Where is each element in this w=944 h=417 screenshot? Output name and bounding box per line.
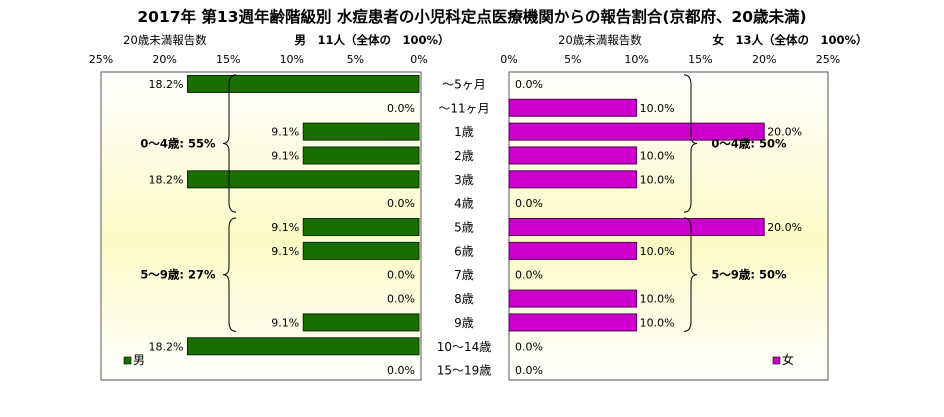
male-axis-tick-label: 5% bbox=[347, 53, 364, 66]
male-axis-tick-label: 20% bbox=[152, 53, 176, 66]
male-group-brace bbox=[222, 74, 237, 213]
category-label: ～11ヶ月 bbox=[438, 101, 489, 115]
female-bar bbox=[508, 146, 638, 165]
male-value-label: 9.1% bbox=[271, 126, 299, 139]
female-value-label: 10.0% bbox=[640, 173, 675, 186]
category-label: 1歳 bbox=[454, 125, 474, 139]
male-group-brace bbox=[222, 217, 237, 332]
female-value-label: 0.0% bbox=[515, 364, 543, 377]
male-bar bbox=[186, 74, 420, 93]
female-value-label: 0.0% bbox=[515, 197, 543, 210]
female-bar bbox=[508, 241, 638, 260]
male-count-header: 20歳未満報告数 bbox=[123, 33, 207, 47]
male-header: 男 11人（全体の 100%） bbox=[294, 33, 449, 47]
male-value-label: 9.1% bbox=[271, 316, 299, 329]
female-axis-tick-label: 20% bbox=[752, 53, 776, 66]
male-value-label: 18.2% bbox=[149, 78, 184, 91]
male-bar bbox=[302, 146, 420, 165]
category-label: 10～14歳 bbox=[437, 340, 492, 354]
female-bar bbox=[508, 218, 765, 237]
female-bar bbox=[508, 122, 765, 141]
female-value-label: 0.0% bbox=[515, 78, 543, 91]
male-value-label: 0.0% bbox=[387, 102, 415, 115]
male-bar bbox=[186, 337, 420, 356]
female-bar bbox=[508, 170, 638, 189]
female-bar bbox=[508, 289, 638, 308]
category-label: ～5ヶ月 bbox=[442, 77, 486, 91]
female-header: 女 13人（全体の 100%） bbox=[712, 33, 867, 47]
female-value-label: 10.0% bbox=[640, 316, 675, 329]
male-axis-tick-label: 15% bbox=[216, 53, 240, 66]
female-axis-tick-label: 15% bbox=[688, 53, 712, 66]
male-axis-tick-label: 10% bbox=[280, 53, 304, 66]
male-value-label: 18.2% bbox=[149, 173, 184, 186]
male-bar bbox=[186, 170, 420, 189]
category-label: 7歳 bbox=[454, 268, 474, 282]
male-bar bbox=[302, 218, 420, 237]
category-label: 4歳 bbox=[454, 197, 474, 211]
male-bar bbox=[302, 122, 420, 141]
female-legend-swatch bbox=[772, 356, 781, 365]
male-value-label: 9.1% bbox=[271, 245, 299, 258]
male-axis-tick-label: 25% bbox=[89, 53, 113, 66]
male-value-label: 0.0% bbox=[387, 269, 415, 282]
male-value-label: 18.2% bbox=[149, 340, 184, 353]
male-value-label: 9.1% bbox=[271, 221, 299, 234]
female-axis-tick-label: 5% bbox=[564, 53, 581, 66]
female-value-label: 0.0% bbox=[515, 340, 543, 353]
male-value-label: 0.0% bbox=[387, 364, 415, 377]
female-value-label: 10.0% bbox=[640, 149, 675, 162]
female-legend-label: 女 bbox=[782, 352, 794, 367]
female-bar bbox=[508, 98, 638, 117]
category-label: 5歳 bbox=[454, 221, 474, 235]
female-group-label: 5～9歳: 50% bbox=[711, 268, 787, 282]
female-axis-tick-label: 25% bbox=[816, 53, 840, 66]
male-bar bbox=[302, 313, 420, 332]
male-value-label: 0.0% bbox=[387, 293, 415, 306]
male-value-label: 0.0% bbox=[387, 197, 415, 210]
male-group-label: 5～9歳: 27% bbox=[140, 268, 216, 282]
female-value-label: 0.0% bbox=[515, 269, 543, 282]
female-value-label: 10.0% bbox=[640, 293, 675, 306]
female-bar bbox=[508, 313, 638, 332]
female-axis-tick-label: 10% bbox=[624, 53, 648, 66]
male-value-label: 9.1% bbox=[271, 149, 299, 162]
male-legend-swatch bbox=[123, 356, 132, 365]
male-axis-tick-label: 0% bbox=[410, 53, 427, 66]
female-value-label: 20.0% bbox=[767, 126, 802, 139]
female-value-label: 10.0% bbox=[640, 245, 675, 258]
female-value-label: 10.0% bbox=[640, 102, 675, 115]
female-group-brace bbox=[683, 74, 698, 213]
category-label: 2歳 bbox=[454, 149, 474, 163]
female-count-header: 20歳未満報告数 bbox=[558, 33, 642, 47]
category-label: 8歳 bbox=[454, 292, 474, 306]
chart-title: 2017年 第13週年齢階級別 水痘患者の小児科定点医療機関からの報告割合(京都… bbox=[137, 8, 807, 26]
category-label: 3歳 bbox=[454, 173, 474, 187]
female-group-label: 0～4歳: 50% bbox=[711, 137, 787, 151]
female-value-label: 20.0% bbox=[767, 221, 802, 234]
category-label: 15～19歳 bbox=[437, 364, 492, 378]
male-group-label: 0～4歳: 55% bbox=[140, 137, 216, 151]
male-bar bbox=[302, 241, 420, 260]
category-label: 9歳 bbox=[454, 316, 474, 330]
female-axis-tick-label: 0% bbox=[500, 53, 517, 66]
male-legend-label: 男 bbox=[133, 353, 145, 367]
category-label: 6歳 bbox=[454, 244, 474, 258]
female-group-brace bbox=[683, 217, 698, 332]
